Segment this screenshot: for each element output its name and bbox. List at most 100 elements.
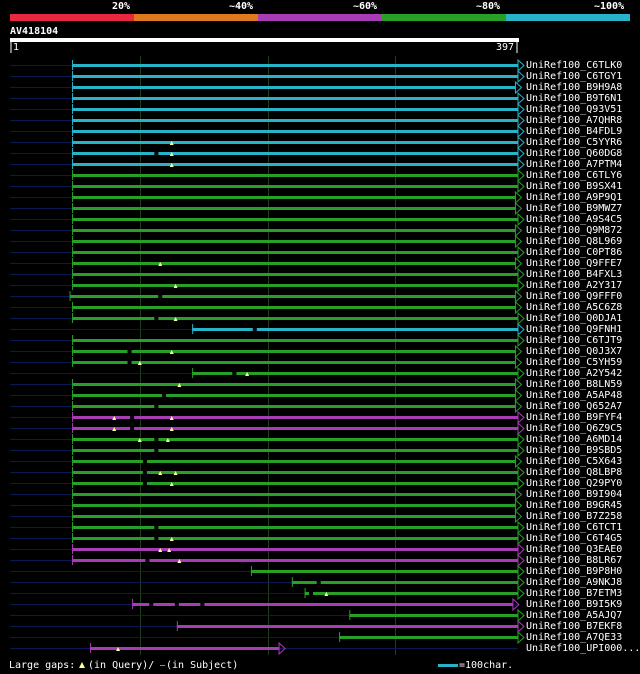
subject-label[interactable]: UniRef100_B7Z258 (526, 511, 623, 522)
hit-arrow (514, 201, 523, 216)
subject-label[interactable]: UniRef100_A9S4C5 (526, 214, 623, 225)
subject-label[interactable]: UniRef100_Q652A7 (526, 401, 623, 412)
subject-label[interactable]: UniRef100_C0PT86 (526, 247, 623, 258)
subject-label[interactable]: UniRef100_Q8L969 (526, 236, 623, 247)
subject-label[interactable]: UniRef100_C5YH59 (526, 357, 623, 368)
hit-bar (250, 570, 518, 573)
hit-arrow (517, 476, 525, 491)
subject-label[interactable]: UniRef100_C6TGY1 (526, 71, 623, 82)
subject-label[interactable]: UniRef100_B9SX41 (526, 181, 623, 192)
hit-arrow (514, 509, 523, 524)
hit-bar (72, 350, 516, 353)
identity-scale-segment (382, 14, 506, 21)
hit-arrow (517, 421, 525, 436)
hit-bar (72, 427, 519, 430)
query-gap-marker (116, 647, 121, 651)
subject-label[interactable]: UniRef100_B4FDL9 (526, 126, 623, 137)
hit-arrow (517, 146, 525, 161)
subject-label[interactable]: UniRef100_Q8LBP8 (526, 467, 623, 478)
subject-label[interactable]: UniRef100_B9T6N1 (526, 93, 623, 104)
hit-bar (72, 339, 519, 342)
query-gap-marker (169, 416, 174, 420)
subject-label[interactable]: UniRef100_B8LN59 (526, 379, 623, 390)
scale-legend-bar (438, 664, 458, 667)
subject-label[interactable]: UniRef100_C5YYR6 (526, 137, 623, 148)
subject-gap (154, 449, 159, 452)
hit-arrow (517, 168, 525, 183)
hit-bar (291, 581, 518, 584)
hit-arrow (517, 465, 525, 480)
subject-label[interactable]: UniRef100_B7ETM3 (526, 588, 623, 599)
subject-label[interactable]: UniRef100_A9NKJ8 (526, 577, 623, 588)
subject-label[interactable]: UniRef100_Q0DJA1 (526, 313, 623, 324)
hit-bar (339, 636, 518, 639)
subject-label[interactable]: UniRef100_A5C6Z8 (526, 302, 623, 313)
subject-gap (154, 438, 159, 441)
scale-label-100: ~100% (594, 1, 625, 12)
hit-bar (89, 647, 280, 650)
subject-label[interactable]: UniRef100_A7QE33 (526, 632, 623, 643)
subject-label[interactable]: UniRef100_Q60DG8 (526, 148, 623, 159)
hit-bar (72, 405, 516, 408)
subject-label[interactable]: UniRef100_B9SBD5 (526, 445, 623, 456)
subject-label[interactable]: UniRef100_A7QHR8 (526, 115, 623, 126)
hit-arrow (514, 377, 523, 392)
query-id: AV418104 (10, 26, 59, 37)
subject-label[interactable]: UniRef100_C6TJT9 (526, 335, 623, 346)
subject-gap (154, 405, 159, 408)
subject-label[interactable]: UniRef100_B9FYF4 (526, 412, 623, 423)
subject-label[interactable]: UniRef100_Q6Z9C5 (526, 423, 623, 434)
subject-label[interactable]: UniRef100_Q29PY0 (526, 478, 623, 489)
subject-label[interactable]: UniRef100_B9GR45 (526, 500, 623, 511)
subject-label[interactable]: UniRef100_C6TLY6 (526, 170, 623, 181)
subject-label[interactable]: UniRef100_UPI000... (526, 643, 640, 654)
hit-bar (72, 218, 519, 221)
subject-label[interactable]: UniRef100_B9I904 (526, 489, 623, 500)
subject-label[interactable]: UniRef100_B4FXL3 (526, 269, 623, 280)
subject-label[interactable]: UniRef100_C6TCT1 (526, 522, 623, 533)
subject-label[interactable]: UniRef100_Q9FFE7 (526, 258, 623, 269)
subject-label[interactable]: UniRef100_C6TLK0 (526, 60, 623, 71)
subject-label[interactable]: UniRef100_Q93V51 (526, 104, 623, 115)
subject-label[interactable]: UniRef100_Q3EAE0 (526, 544, 623, 555)
subject-label[interactable]: UniRef100_Q0J3X7 (526, 346, 623, 357)
hit-arrow (514, 234, 523, 249)
hit-bar (72, 526, 519, 529)
subject-gap (149, 603, 154, 606)
hit-bar (72, 185, 519, 188)
subject-label[interactable]: UniRef100_B9H9A8 (526, 82, 623, 93)
subject-label[interactable]: UniRef100_B9MWZ7 (526, 203, 623, 214)
query-gap-marker (112, 416, 117, 420)
hit-arrow (514, 300, 523, 315)
subject-label[interactable]: UniRef100_Q9FNH1 (526, 324, 623, 335)
subject-label[interactable]: UniRef100_B9I5K9 (526, 599, 623, 610)
subject-label[interactable]: UniRef100_Q9FFF0 (526, 291, 623, 302)
hit-arrow (517, 245, 525, 260)
hit-arrow (517, 212, 525, 227)
subject-label[interactable]: UniRef100_C5X643 (526, 456, 623, 467)
subject-label[interactable]: UniRef100_A5AP48 (526, 390, 623, 401)
subject-label[interactable]: UniRef100_B7EKF8 (526, 621, 623, 632)
hit-arrow (517, 542, 525, 557)
subject-label[interactable]: UniRef100_A2Y317 (526, 280, 623, 291)
subject-gap (158, 295, 163, 298)
hit-arrow (517, 267, 525, 282)
query-gap-marker (169, 350, 174, 354)
subject-gap (154, 526, 159, 529)
hit-bar (72, 306, 516, 309)
subject-label[interactable]: UniRef100_C6T4G5 (526, 533, 623, 544)
subject-label[interactable]: UniRef100_A2Y542 (526, 368, 623, 379)
subject-label[interactable]: UniRef100_Q9M872 (526, 225, 623, 236)
hit-bar (72, 75, 519, 78)
hit-arrow (514, 399, 523, 414)
subject-label[interactable]: UniRef100_A5AJQ7 (526, 610, 623, 621)
subject-label[interactable]: UniRef100_A7PTM4 (526, 159, 623, 170)
subject-label[interactable]: UniRef100_A9P9Q1 (526, 192, 623, 203)
hit-arrow (514, 223, 523, 238)
hit-bar (72, 438, 519, 441)
subject-label[interactable]: UniRef100_B8LR67 (526, 555, 623, 566)
query-end: 397 (496, 42, 515, 53)
subject-label[interactable]: UniRef100_B9P8H0 (526, 566, 623, 577)
subject-label[interactable]: UniRef100_A6MD14 (526, 434, 623, 445)
scale-label-80: ~80% (476, 1, 501, 12)
